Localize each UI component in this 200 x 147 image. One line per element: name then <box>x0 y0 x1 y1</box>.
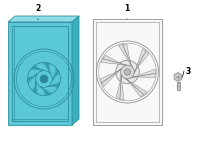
Bar <box>96 22 159 122</box>
Text: 2: 2 <box>35 4 41 13</box>
Bar <box>93 19 162 125</box>
Polygon shape <box>119 44 132 67</box>
Bar <box>177 81 180 90</box>
Text: 1: 1 <box>124 4 130 13</box>
Polygon shape <box>135 49 149 73</box>
Bar <box>12 26 68 121</box>
Polygon shape <box>100 68 121 87</box>
Polygon shape <box>116 75 124 100</box>
Circle shape <box>116 60 139 84</box>
Polygon shape <box>101 55 127 65</box>
Polygon shape <box>131 69 155 78</box>
Polygon shape <box>174 72 182 81</box>
Polygon shape <box>8 16 79 22</box>
Polygon shape <box>31 65 44 71</box>
Circle shape <box>40 75 48 83</box>
Polygon shape <box>8 22 72 125</box>
Polygon shape <box>125 79 147 97</box>
Polygon shape <box>32 81 38 94</box>
Polygon shape <box>28 74 37 83</box>
Polygon shape <box>43 63 51 73</box>
Text: 3: 3 <box>186 66 191 76</box>
Circle shape <box>124 69 131 75</box>
Polygon shape <box>48 82 60 88</box>
Polygon shape <box>41 87 52 95</box>
Circle shape <box>121 65 134 79</box>
Polygon shape <box>72 16 79 125</box>
Polygon shape <box>53 68 59 81</box>
